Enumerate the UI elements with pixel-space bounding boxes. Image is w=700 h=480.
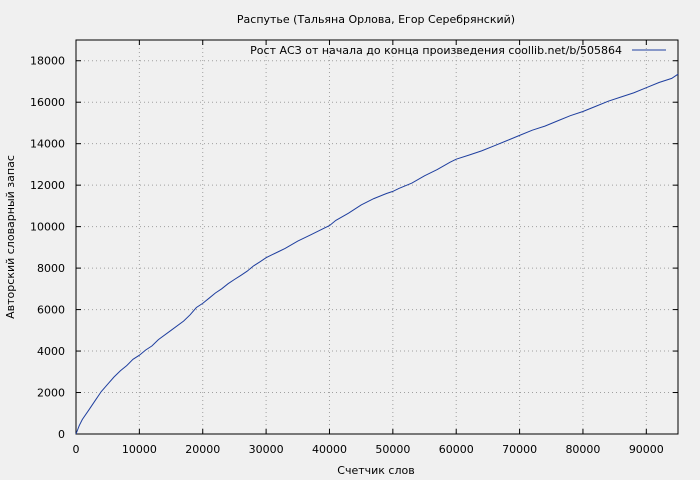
- x-axis: 0 10000 20000 30000 40000 50000 60000 70000 8000…: [73, 40, 664, 456]
- x-tick-label: 40000: [312, 443, 347, 456]
- legend: Рост АСЗ от начала до конца произведения…: [250, 44, 666, 57]
- y-tick-label: 14000: [30, 138, 65, 151]
- y-tick-label: 10000: [30, 221, 65, 234]
- series-line-0: [75, 73, 679, 435]
- grid: [76, 40, 678, 434]
- x-tick-label: 10000: [122, 443, 157, 456]
- x-tick-label: 70000: [502, 443, 537, 456]
- x-tick-label: 0: [73, 443, 80, 456]
- y-tick-label: 0: [58, 428, 65, 441]
- x-tick-label: 50000: [375, 443, 410, 456]
- legend-label: Рост АСЗ от начала до конца произведения…: [250, 44, 622, 57]
- x-axis-label: Счетчик слов: [337, 464, 414, 477]
- x-tick-label: 90000: [629, 443, 664, 456]
- y-tick-label: 8000: [37, 262, 65, 275]
- y-tick-label: 4000: [37, 345, 65, 358]
- series-layer: [75, 73, 679, 435]
- x-tick-label: 60000: [439, 443, 474, 456]
- plot-area-frame: [75, 39, 679, 435]
- x-tick-label: 20000: [185, 443, 220, 456]
- y-tick-label: 18000: [30, 55, 65, 68]
- chart-title: Распутье (Тальяна Орлова, Егор Серебрянс…: [237, 13, 515, 26]
- x-tick-label: 80000: [565, 443, 600, 456]
- y-tick-label: 6000: [37, 304, 65, 317]
- y-tick-label: 12000: [30, 179, 65, 192]
- y-axis-label: Авторский словарный запас: [4, 155, 17, 319]
- y-tick-label: 16000: [30, 96, 65, 109]
- y-axis: 0 2000 4000 6000 8000 10000 12000 14000 16000 180…: [30, 55, 678, 441]
- y-tick-label: 2000: [37, 387, 65, 400]
- x-tick-label: 30000: [249, 443, 284, 456]
